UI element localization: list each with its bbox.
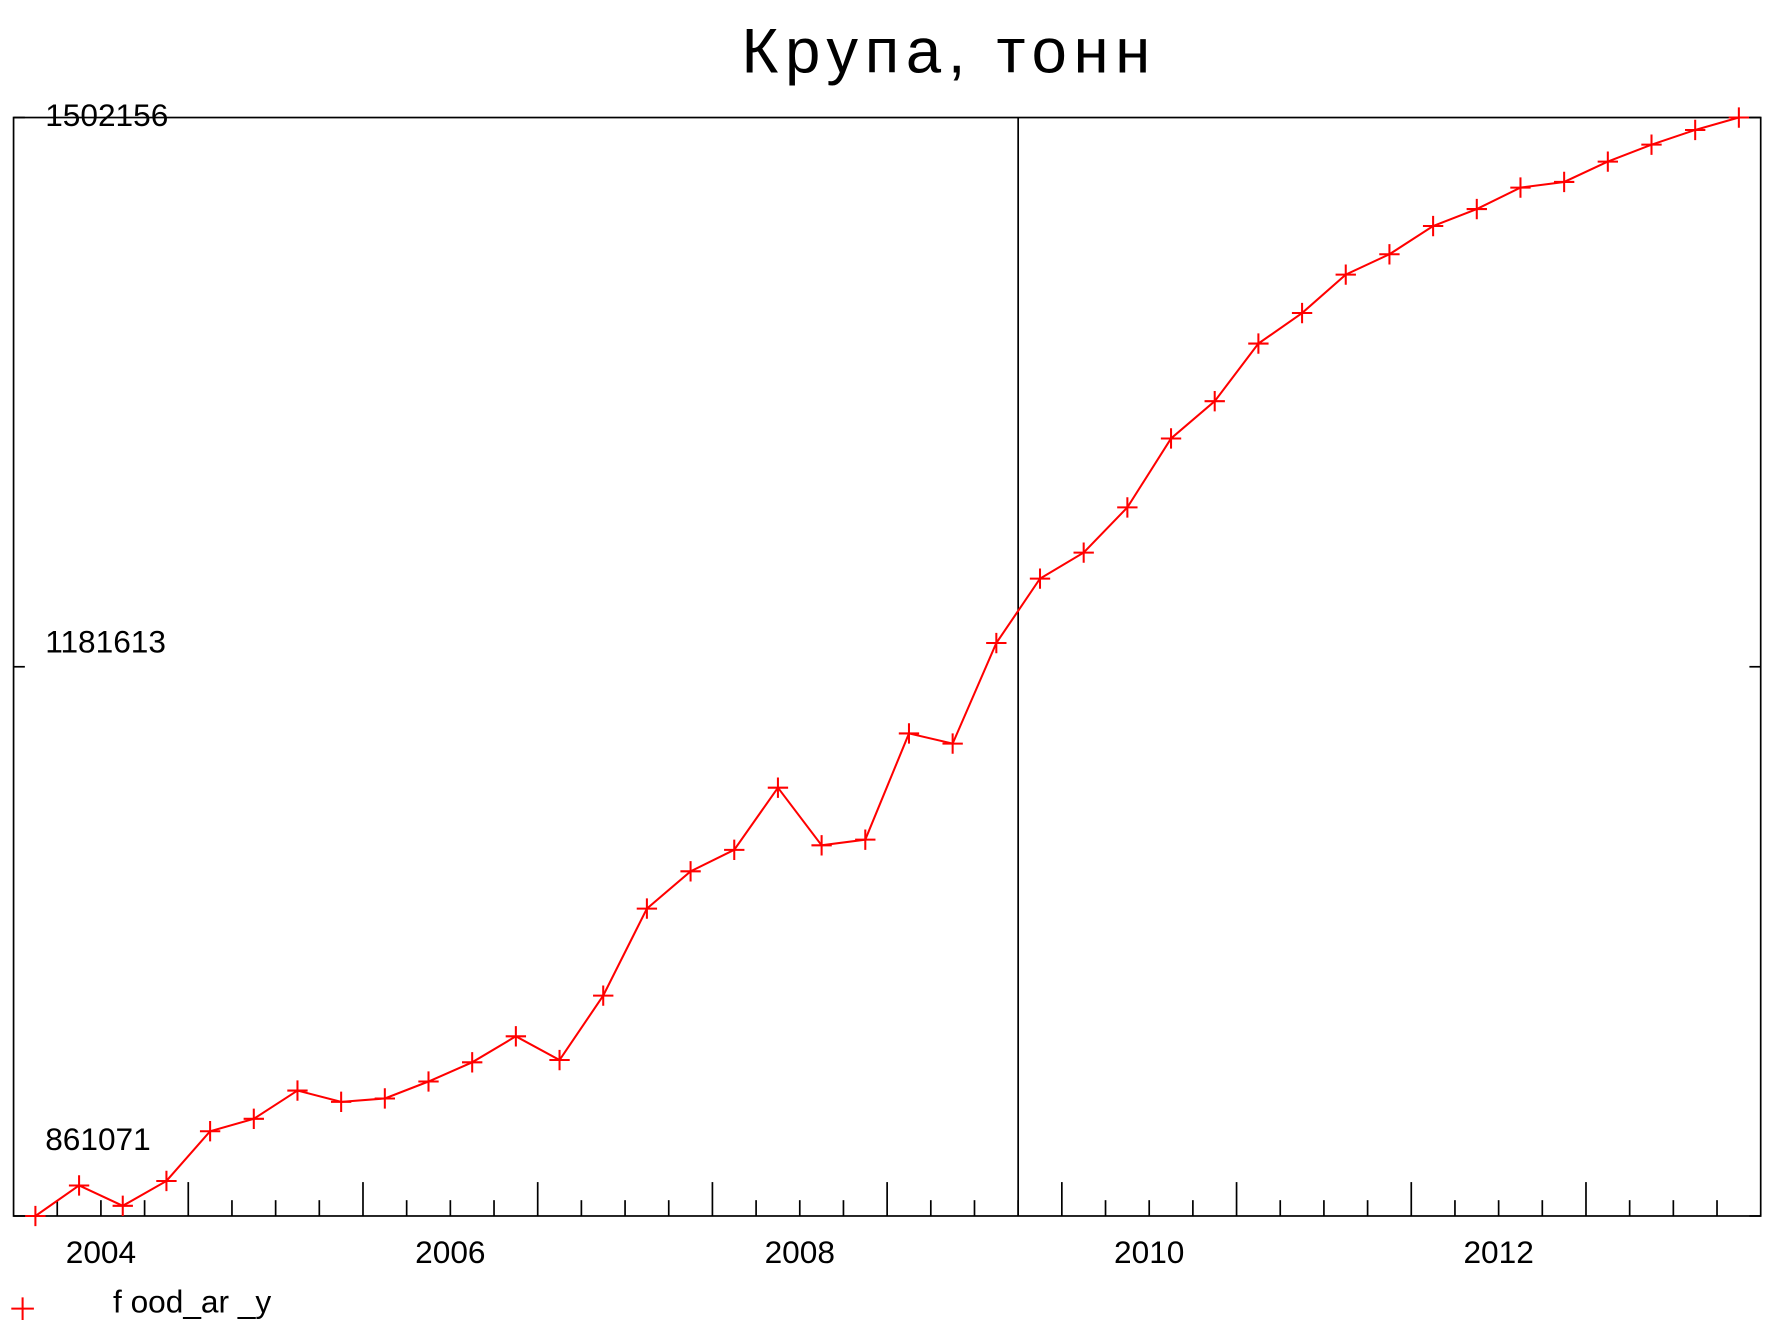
marker (462, 1052, 483, 1073)
x-tick-label: 2008 (765, 1234, 835, 1270)
marker (243, 1108, 264, 1129)
marker (1335, 264, 1356, 285)
marker (549, 1049, 570, 1071)
marker (1466, 198, 1487, 220)
marker (1728, 107, 1750, 128)
marker (68, 1175, 90, 1196)
chart-title: Крупа, тонн (742, 16, 1157, 86)
marker (1641, 134, 1662, 155)
marker (1204, 391, 1225, 412)
marker (199, 1121, 221, 1142)
marker (330, 1091, 352, 1113)
marker (418, 1071, 439, 1092)
y-tick-label: 861071 (45, 1121, 151, 1157)
marker (1685, 119, 1706, 141)
y-tick-label: 1502156 (45, 97, 168, 133)
marker (1117, 497, 1138, 518)
marker (156, 1170, 177, 1192)
x-tick-label: 2004 (66, 1234, 136, 1270)
marker (811, 835, 832, 856)
marker (724, 839, 745, 861)
marker (374, 1088, 395, 1109)
marker (636, 898, 658, 919)
marker (1248, 333, 1269, 354)
legend-label: f ood_ar _y (113, 1283, 271, 1319)
marker (1422, 215, 1444, 237)
legend-marker (11, 1297, 34, 1320)
marker (287, 1080, 308, 1101)
marker (767, 777, 789, 798)
marker (942, 733, 963, 754)
marker (25, 1205, 46, 1227)
x-tick-label: 2010 (1114, 1234, 1184, 1270)
marker (1553, 171, 1575, 193)
series-line (34, 116, 1740, 1217)
y-tick-label: 1181613 (45, 624, 166, 660)
marker (1029, 568, 1051, 589)
x-tick-label: 2006 (415, 1234, 485, 1270)
marker (898, 723, 920, 744)
marker (1510, 177, 1531, 198)
marker (1379, 244, 1400, 265)
marker (986, 632, 1007, 654)
marker (855, 829, 876, 850)
x-tick-label: 2012 (1463, 1234, 1533, 1270)
plot-frame (12, 116, 1762, 1217)
marker (1597, 151, 1618, 172)
marker (1160, 428, 1182, 449)
marker (112, 1195, 133, 1216)
marker (680, 861, 701, 882)
marker (1291, 302, 1313, 324)
marker (593, 985, 614, 1006)
marker (505, 1026, 527, 1047)
marker (1073, 542, 1094, 563)
